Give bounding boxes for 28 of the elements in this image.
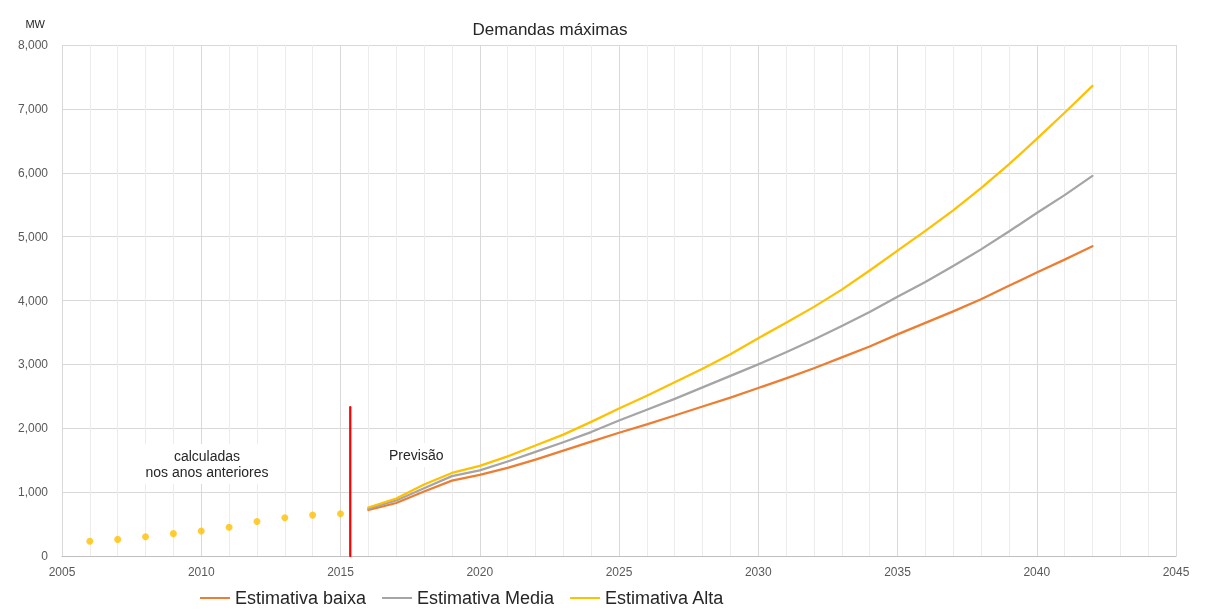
y-tick-label: 2,000 [17,421,49,436]
y-tick-label: 8,000 [17,38,49,52]
annotation: calculadas nos anos anteriores [145,448,269,480]
y-tick-label: 7,000 [17,101,49,116]
x-tick-label: 2035 [884,565,912,579]
x-tick-label: 2030 [744,565,772,579]
y-tick-label: 5,000 [17,229,49,244]
line-series [367,174,1094,510]
annotation: Previsão [389,447,444,463]
chart-title: Demandas máximas [472,20,628,39]
line-series [367,245,1094,512]
y-tick-label: 3,000 [17,357,49,372]
line-series [367,84,1094,509]
y-tick-label: 1,000 [17,485,49,500]
y-tick-label: 6,000 [17,165,49,180]
x-tick-label: 2040 [1023,565,1051,579]
legend-label: Estimativa Media [417,588,556,608]
x-tick-label: 2020 [466,565,494,579]
x-tick-label: 2010 [187,565,215,579]
y-axis-title: MW [25,17,46,30]
y-tick-label: 0 [41,549,49,563]
x-tick-label: 2005 [48,565,76,579]
x-tick-label: 2025 [605,565,633,579]
y-tick-label: 4,000 [17,293,49,308]
x-tick-label: 2045 [1162,565,1190,579]
legend-label: Estimativa baixa [235,588,368,608]
x-tick-label: 2015 [327,565,355,579]
legend-label: Estimativa Alta [605,588,725,608]
